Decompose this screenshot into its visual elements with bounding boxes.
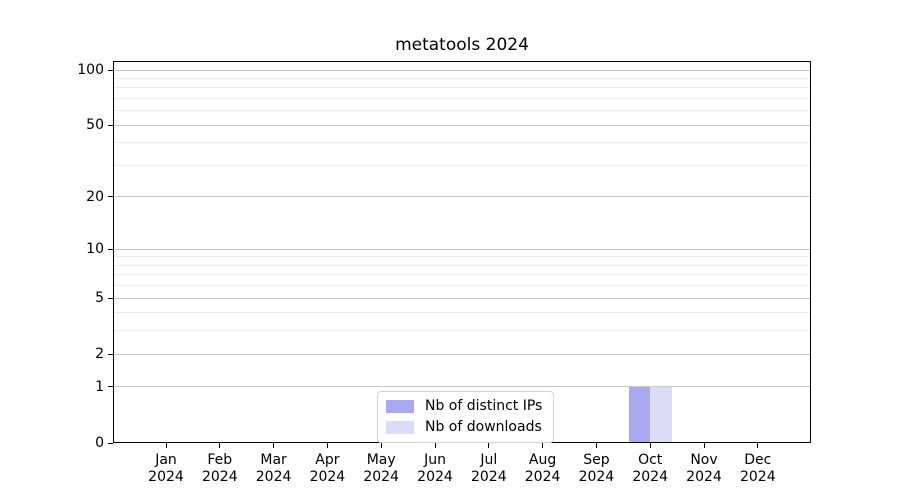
x-tick-label: Mar 2024	[244, 452, 304, 486]
y-tick-label: 50	[86, 117, 104, 134]
x-tick-month: Aug	[528, 452, 557, 468]
x-tick-month: Jan	[155, 452, 177, 468]
x-tick	[434, 443, 436, 448]
y-tick	[108, 124, 113, 126]
legend: Nb of distinct IPs Nb of downloads	[377, 391, 555, 443]
x-tick-label: Jul 2024	[459, 452, 519, 486]
y-tick-label: 1	[95, 378, 104, 395]
minor-gridline	[113, 165, 811, 166]
y-tick-label: 2	[95, 346, 104, 363]
x-tick-label: Sep 2024	[566, 452, 626, 486]
minor-gridline	[113, 256, 811, 258]
minor-gridline	[113, 274, 811, 276]
minor-gridline	[113, 142, 811, 144]
x-tick-label: Apr 2024	[297, 452, 357, 486]
x-tick-month: May	[366, 452, 396, 468]
y-tick	[108, 69, 113, 71]
x-tick-year: 2024	[739, 469, 776, 485]
chart-title: metatools 2024	[395, 35, 529, 55]
x-tick-year: 2024	[686, 469, 722, 485]
minor-gridline	[113, 87, 811, 89]
legend-item: Nb of distinct IPs	[386, 398, 542, 414]
minor-gridline	[113, 330, 811, 332]
x-tick-month: Dec	[744, 452, 772, 468]
x-tick-year: 2024	[201, 469, 238, 485]
legend-swatch	[386, 399, 414, 413]
x-tick-month: Sep	[583, 452, 610, 468]
x-tick	[326, 443, 328, 448]
minor-gridline	[113, 264, 811, 266]
x-tick	[649, 443, 651, 448]
legend-label: Nb of distinct IPs	[425, 398, 543, 414]
x-tick	[273, 443, 275, 448]
x-tick-year: 2024	[470, 469, 507, 485]
minor-gridline	[113, 77, 811, 79]
x-tick-year: 2024	[417, 469, 453, 485]
minor-gridline	[113, 110, 811, 112]
major-gridline	[113, 386, 811, 388]
y-tick	[108, 196, 113, 198]
x-tick-month: Oct	[638, 452, 663, 468]
y-tick-label: 5	[95, 290, 104, 307]
legend-swatch	[386, 420, 414, 434]
minor-gridline	[113, 312, 811, 314]
major-gridline	[113, 297, 811, 299]
x-tick-year: 2024	[632, 469, 668, 485]
bar-nb-of-downloads	[650, 386, 672, 443]
y-tick	[108, 386, 113, 388]
x-tick-year: 2024	[578, 469, 615, 485]
legend-label: Nb of downloads	[425, 419, 542, 435]
x-tick-label: Aug 2024	[513, 452, 573, 486]
y-tick	[108, 442, 113, 444]
minor-gridline	[113, 285, 811, 287]
major-gridline	[113, 248, 811, 250]
y-tick	[108, 297, 113, 299]
x-tick-month: Jul	[480, 452, 498, 468]
bar-nb-of-distinct-ips	[628, 386, 651, 443]
x-tick	[757, 443, 759, 448]
major-gridline	[113, 196, 811, 198]
x-tick-label: Feb 2024	[190, 452, 250, 486]
x-tick-label: Oct 2024	[620, 452, 680, 486]
x-tick-month: Jun	[424, 452, 446, 468]
x-tick-month: Nov	[690, 452, 718, 468]
y-tick-label: 100	[77, 62, 104, 79]
y-tick-label: 20	[86, 188, 104, 205]
y-tick	[108, 248, 113, 250]
x-tick-month: Feb	[207, 452, 233, 468]
x-tick-month: Mar	[260, 452, 287, 468]
x-tick-label: Jan 2024	[136, 452, 196, 486]
y-tick-label: 10	[86, 241, 104, 258]
x-tick-month: Apr	[315, 452, 340, 468]
x-tick	[219, 443, 221, 448]
legend-item: Nb of downloads	[386, 419, 542, 435]
x-tick	[380, 443, 382, 448]
y-tick-label: 0	[95, 435, 104, 451]
x-tick	[488, 443, 490, 448]
major-gridline	[113, 124, 811, 126]
x-tick	[703, 443, 705, 448]
x-tick-year: 2024	[148, 469, 184, 485]
x-tick	[165, 443, 167, 448]
x-tick-year: 2024	[363, 469, 399, 485]
minor-gridline	[113, 98, 811, 100]
x-tick-label: Nov 2024	[674, 452, 734, 486]
x-tick-label: May 2024	[351, 452, 411, 486]
major-gridline	[113, 353, 811, 355]
x-tick-year: 2024	[309, 469, 346, 485]
x-tick-year: 2024	[255, 469, 292, 485]
x-tick-label: Dec 2024	[728, 452, 788, 486]
x-tick-label: Jun 2024	[405, 452, 465, 486]
x-tick	[595, 443, 597, 448]
x-tick	[542, 443, 544, 448]
x-tick-year: 2024	[524, 469, 561, 485]
y-tick	[108, 353, 113, 355]
major-gridline	[113, 69, 811, 71]
